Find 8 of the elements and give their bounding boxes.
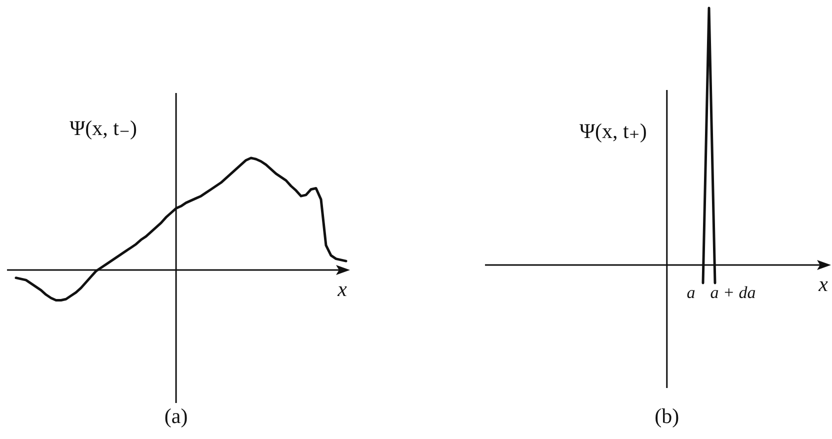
x-axis-title: x: [818, 272, 829, 296]
y-axis-title: Ψ(x, t₋): [70, 116, 138, 140]
text: (a): [164, 404, 188, 428]
x-tick-label: a + da: [710, 283, 756, 302]
x-axis-title: x: [336, 277, 348, 301]
text: (b): [654, 404, 680, 428]
y-axis-title: Ψ(x, t₊): [579, 119, 647, 143]
x-tick-label: a: [686, 283, 696, 302]
